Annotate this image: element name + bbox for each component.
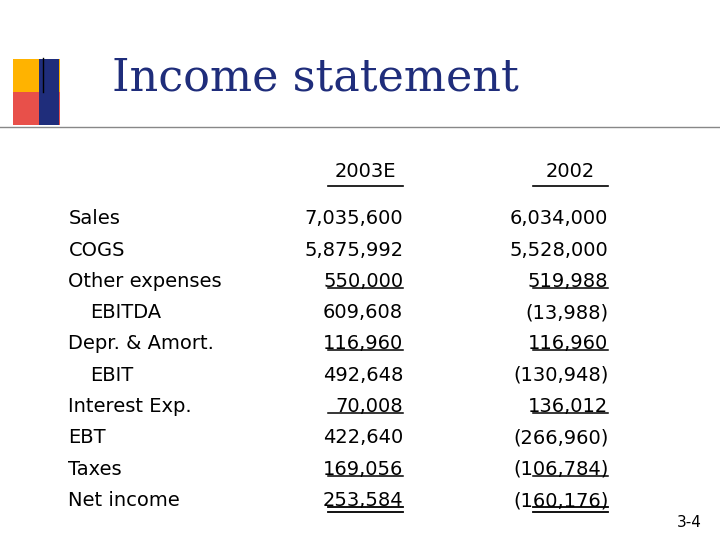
Text: 116,960: 116,960 (323, 334, 403, 354)
Text: 116,960: 116,960 (528, 334, 608, 354)
Text: 550,000: 550,000 (323, 272, 403, 291)
Text: Taxes: Taxes (68, 460, 122, 479)
Text: (266,960): (266,960) (513, 428, 608, 448)
Text: 5,528,000: 5,528,000 (510, 240, 608, 260)
Text: 169,056: 169,056 (323, 460, 403, 479)
Text: COGS: COGS (68, 240, 125, 260)
Text: 70,008: 70,008 (336, 397, 403, 416)
Text: (13,988): (13,988) (526, 303, 608, 322)
Text: 519,988: 519,988 (528, 272, 608, 291)
Text: 609,608: 609,608 (323, 303, 403, 322)
Text: 3-4: 3-4 (677, 515, 702, 530)
Bar (13, 92, 60, 125)
Text: Sales: Sales (68, 209, 120, 228)
Text: 2002: 2002 (546, 162, 595, 181)
Text: Net income: Net income (68, 491, 180, 510)
Text: (106,784): (106,784) (513, 460, 608, 479)
Text: Other expenses: Other expenses (68, 272, 222, 291)
Text: (160,176): (160,176) (513, 491, 608, 510)
Text: 6,034,000: 6,034,000 (510, 209, 608, 228)
Text: 422,640: 422,640 (323, 428, 403, 448)
Text: 5,875,992: 5,875,992 (304, 240, 403, 260)
Text: 7,035,600: 7,035,600 (305, 209, 403, 228)
Text: (130,948): (130,948) (513, 366, 608, 385)
Text: 2003E: 2003E (335, 162, 396, 181)
Text: EBT: EBT (68, 428, 106, 448)
Text: Income statement: Income statement (112, 57, 518, 100)
Text: Interest Exp.: Interest Exp. (68, 397, 192, 416)
Text: EBIT: EBIT (90, 366, 133, 385)
Bar (39, 59, 59, 125)
Text: Depr. & Amort.: Depr. & Amort. (68, 334, 215, 354)
Bar (13, 59, 60, 92)
Text: 136,012: 136,012 (528, 397, 608, 416)
Text: 253,584: 253,584 (323, 491, 403, 510)
Text: 492,648: 492,648 (323, 366, 403, 385)
Text: EBITDA: EBITDA (90, 303, 161, 322)
